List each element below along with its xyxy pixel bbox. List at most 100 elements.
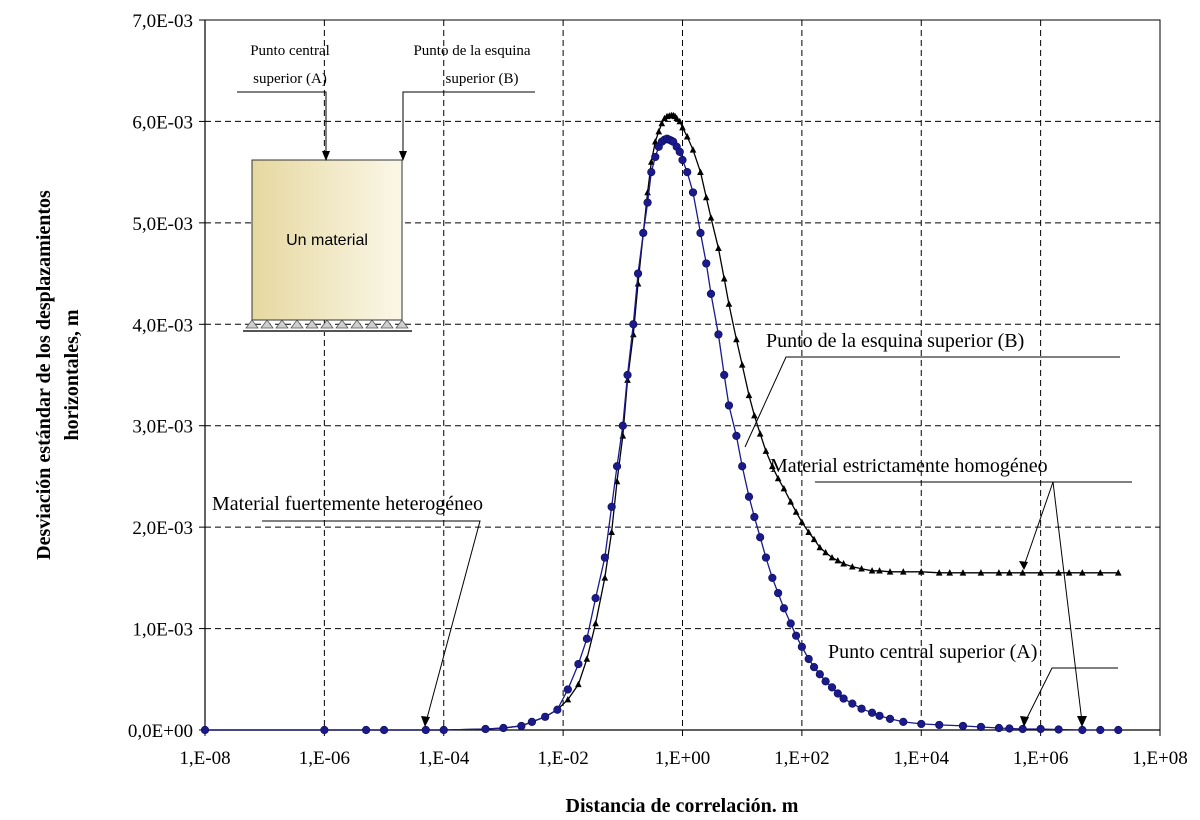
data-point-triangle xyxy=(840,560,847,567)
x-tick-label: 1,E-02 xyxy=(538,748,589,769)
data-point-circle xyxy=(750,512,759,522)
data-point-circle xyxy=(1005,724,1014,733)
data-point-triangle xyxy=(683,133,691,140)
data-point-triangle xyxy=(1079,569,1086,576)
data-point-triangle xyxy=(720,275,728,282)
data-point-triangle xyxy=(1055,569,1062,576)
support-triangle-icon xyxy=(395,319,409,329)
data-point-circle xyxy=(821,677,830,686)
data-point-triangle xyxy=(601,574,609,581)
data-point-circle xyxy=(791,631,801,640)
data-point-triangle xyxy=(575,680,582,688)
data-point-circle xyxy=(756,533,765,542)
data-point-circle xyxy=(774,588,783,598)
data-point-circle xyxy=(935,720,944,730)
data-point-circle xyxy=(633,269,643,278)
data-point-triangle xyxy=(676,117,684,125)
leader-homogeneous-1 xyxy=(1023,481,1054,567)
x-tick-labels: 1,E-08 1,E-06 1,E-04 1,E-02 1,E+00 1,E+02 1,E+… xyxy=(179,748,1187,769)
support-triangle-icon xyxy=(290,319,304,329)
data-point-circle xyxy=(738,462,747,471)
data-point-triangle xyxy=(697,168,704,175)
data-point-triangle xyxy=(745,391,753,399)
data-point-circle xyxy=(499,723,508,733)
data-point-triangle xyxy=(822,548,829,556)
inset-arrow-a xyxy=(237,91,327,159)
data-point-triangle xyxy=(868,567,876,574)
data-point-circle xyxy=(833,689,842,698)
arrowhead-homogeneous-1 xyxy=(1019,561,1028,570)
data-point-triangle xyxy=(780,485,788,492)
data-point-triangle xyxy=(658,119,666,127)
data-point-circle xyxy=(651,152,660,162)
data-point-triangle xyxy=(1097,569,1104,576)
data-point-circle xyxy=(867,708,877,717)
data-point-triangle xyxy=(738,361,746,368)
data-point-triangle xyxy=(592,619,599,627)
data-point-triangle xyxy=(751,411,758,419)
data-point-circle xyxy=(857,704,866,713)
data-point-triangle xyxy=(655,127,663,135)
data-point-triangle xyxy=(651,138,659,145)
data-point-circle xyxy=(527,717,537,726)
data-point-circle xyxy=(976,722,986,732)
data-point-triangle xyxy=(1037,569,1044,576)
x-tick-label: 1,E+02 xyxy=(774,748,830,769)
data-point-circle xyxy=(786,619,795,628)
data-point-circle xyxy=(643,198,652,207)
support-triangle-icon xyxy=(260,319,274,329)
data-point-circle xyxy=(714,330,723,339)
leader-homogeneous-2 xyxy=(1052,481,1083,723)
data-point-triangle xyxy=(805,528,812,536)
data-series xyxy=(200,111,1123,735)
data-point-triangle xyxy=(849,563,856,570)
annotations: Punto de la esquina superior (B) Materia… xyxy=(212,330,1132,727)
data-point-circle xyxy=(320,725,329,735)
data-point-circle xyxy=(600,553,609,562)
leader-center-point xyxy=(1024,667,1118,723)
y-tick-label: 0,0E+00 xyxy=(128,721,193,742)
x-tick-label: 1,E+06 xyxy=(1013,748,1069,769)
data-point-triangle xyxy=(679,123,686,131)
data-point-circle xyxy=(1078,725,1087,735)
data-point-triangle xyxy=(798,518,806,525)
gridlines xyxy=(205,20,1160,730)
x-tick-label: 1,E-08 xyxy=(179,748,230,769)
support-triangle-icon xyxy=(245,319,259,329)
data-point-circle xyxy=(688,188,698,197)
y-tick-labels: 0,0E+00 1,0E-03 2,0E-03 3,0E-03 4,0E-03 5,0E-… xyxy=(128,11,193,742)
data-point-triangle xyxy=(959,569,967,576)
data-point-circle xyxy=(563,685,572,694)
y-tick-label: 5,0E-03 xyxy=(132,214,193,235)
data-point-circle xyxy=(885,714,895,723)
inset-label-b-line2: superior (B) xyxy=(446,71,519,87)
data-point-circle xyxy=(618,421,627,430)
y-tick-label: 3,0E-03 xyxy=(132,417,193,438)
data-point-circle xyxy=(421,725,430,735)
data-point-triangle xyxy=(787,498,795,505)
annotation-heterogeneous: Material fuertemente heterogéneo xyxy=(212,493,483,515)
data-point-circle xyxy=(875,711,884,720)
data-point-circle xyxy=(702,259,711,268)
x-tick-label: 1,E+04 xyxy=(893,748,949,769)
data-point-triangle xyxy=(834,557,842,564)
series-center-point xyxy=(200,134,1123,735)
annotation-homogeneous: Material estrictamente homogéneo xyxy=(770,455,1048,477)
data-point-circle xyxy=(439,725,448,735)
material-label: Un material xyxy=(286,232,368,249)
data-point-triangle xyxy=(774,474,782,482)
data-point-circle xyxy=(839,694,848,703)
data-point-circle xyxy=(732,431,741,440)
data-point-circle xyxy=(804,654,813,664)
data-point-circle xyxy=(678,155,687,165)
data-point-triangle xyxy=(810,535,818,543)
data-point-circle xyxy=(827,683,837,692)
data-point-circle xyxy=(779,604,789,613)
y-tick-label: 6,0E-03 xyxy=(132,112,193,133)
data-point-circle xyxy=(612,462,622,471)
data-point-circle xyxy=(1114,725,1123,735)
x-tick-label: 1,E-06 xyxy=(299,748,350,769)
inset-arrow-b xyxy=(402,91,535,159)
data-point-circle xyxy=(623,370,632,380)
